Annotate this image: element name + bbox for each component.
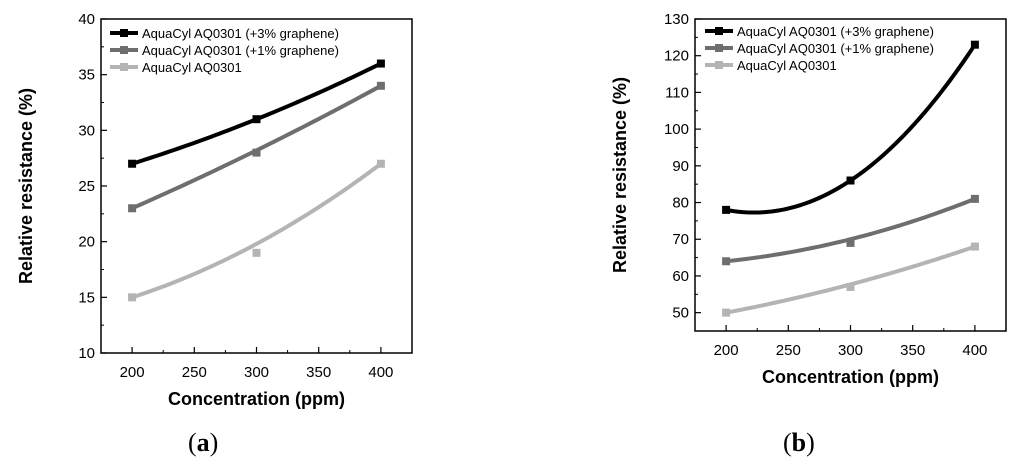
y-tick-label: 35 [78,67,95,84]
y-axis-label: Relative resistance (%) [610,77,630,273]
y-tick-label: 30 [78,122,95,139]
data-point [970,242,979,251]
legend-label: AquaCyl AQ0301 (+3% graphene) [142,26,339,41]
x-tick-label: 250 [182,364,207,381]
series-line [725,196,976,264]
y-tick-label: 20 [78,234,95,251]
series-2: AquaCyl AQ0301 (+1% graphene) [705,41,979,266]
legend-label: AquaCyl AQ0301 [142,60,242,75]
x-axis-label: Concentration (ppm) [168,389,345,409]
y-tick-label: 100 [664,121,689,138]
data-point [970,40,979,49]
series-1: AquaCyl AQ0301 (+3% graphene) [110,26,385,168]
data-point [252,248,261,257]
panel-label-a: (a) [188,428,219,457]
data-point [128,159,137,168]
x-tick-label: 300 [838,342,863,359]
legend-marker [120,63,128,71]
x-tick-label: 350 [900,342,925,359]
y-tick-label: 50 [672,305,689,322]
data-point [970,194,979,203]
legend-marker [120,46,128,54]
legend-label: AquaCyl AQ0301 (+3% graphene) [737,24,934,39]
y-tick-label: 25 [78,178,95,195]
y-tick-label: 70 [672,231,689,248]
y-tick-label: 15 [78,289,95,306]
y-axis-label: Relative resistance (%) [16,88,36,284]
x-tick-label: 350 [306,364,331,381]
x-tick-label: 200 [120,364,145,381]
data-point [722,257,731,266]
chart-panel-a: 200 250 300 350 400 10 15 20 25 30 35 40 Concentrati… [16,11,413,409]
y-tick-label: 60 [672,268,689,285]
series-3: AquaCyl AQ0301 [110,60,385,302]
data-point [128,204,137,213]
data-point [722,308,731,317]
data-point [846,176,855,185]
y-tick-label: 130 [664,11,689,28]
y-tick-label: 120 [664,48,689,65]
data-point [722,205,731,214]
data-point [846,282,855,291]
legend-label: AquaCyl AQ0301 (+1% graphene) [737,41,934,56]
legend-marker [715,27,723,35]
y-tick-label: 80 [672,195,689,212]
series-3: AquaCyl AQ0301 [705,58,979,317]
data-point [376,59,385,68]
data-point [846,238,855,247]
x-tick-label: 250 [776,342,801,359]
x-axis-label: Concentration (ppm) [762,367,939,387]
chart-panel-b: 200 250 300 350 400 50 60 70 80 90 100 110 120 130 Con… [610,11,1007,387]
series-1: AquaCyl AQ0301 (+3% graphene) [705,24,979,215]
x-tick-label: 400 [962,342,987,359]
y-tick-label: 10 [78,345,95,362]
series-2: AquaCyl AQ0301 (+1% graphene) [110,43,385,213]
data-point [376,81,385,90]
legend-marker [715,44,723,52]
data-point [252,115,261,124]
data-point [128,293,137,302]
y-tick-label: 40 [78,11,95,28]
legend-marker [715,61,723,69]
legend-marker [120,29,128,37]
legend-label: AquaCyl AQ0301 [737,58,837,73]
legend-label: AquaCyl AQ0301 (+1% graphene) [142,43,339,58]
y-tick-label: 110 [665,84,689,101]
x-tick-label: 400 [368,364,393,381]
x-tick-label: 300 [244,364,269,381]
panel-label-b: (b) [783,428,815,457]
data-point [252,148,261,157]
series-line [131,162,383,300]
data-point [376,159,385,168]
y-tick-label: 90 [672,158,689,175]
x-tick-label: 200 [714,342,739,359]
